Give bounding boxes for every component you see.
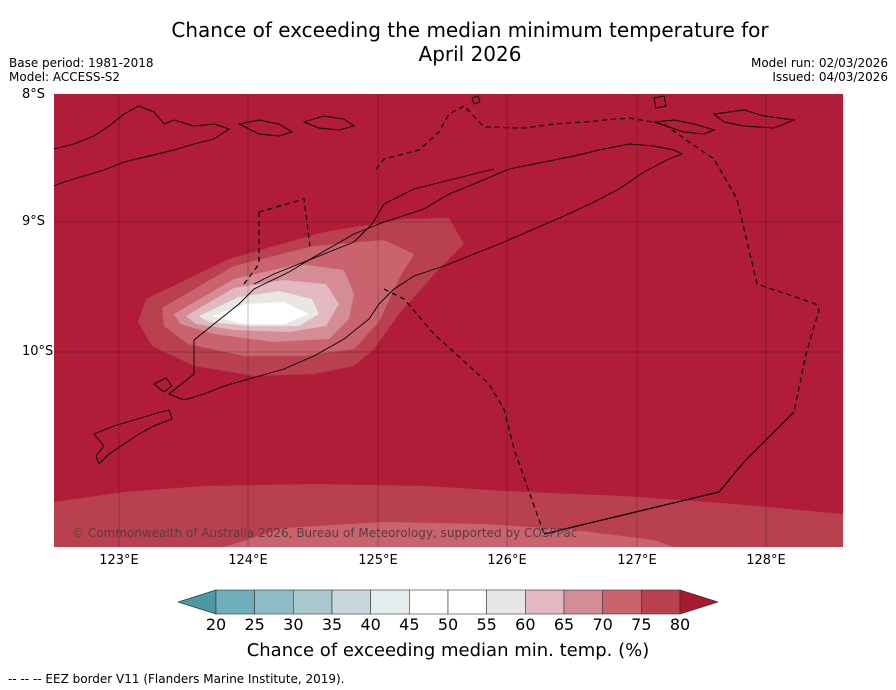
coastlines: [54, 95, 796, 465]
colorbar: [178, 589, 718, 615]
lat-label-10s: 10°S: [22, 344, 54, 359]
eez-border-main: [375, 105, 820, 413]
colorbar-over-arrow: [679, 589, 718, 615]
copyright-notice: © Commonwealth of Australia 2026, Bureau…: [72, 526, 578, 540]
timor-coast: [168, 143, 684, 401]
colorbar-cell: [486, 589, 526, 615]
small-island-2: [471, 95, 481, 105]
model-run: Model run: 02/03/2026: [750, 56, 888, 70]
colorbar-under-arrow: [178, 589, 217, 615]
lon-label-128e: 128°E: [746, 553, 786, 568]
north-islands-1: [54, 105, 231, 187]
colorbar-tick-label: 75: [631, 615, 652, 634]
colorbar-cell: [409, 589, 449, 615]
colorbar-cell: [254, 589, 294, 615]
colorbar-tick-label: 30: [283, 615, 304, 634]
colorbar-cell: [370, 589, 410, 615]
probability-contours: [54, 218, 843, 547]
small-island-1: [653, 95, 667, 109]
colorbar-tick-label: 35: [321, 615, 343, 634]
colorbar-tick-label: 50: [437, 615, 459, 634]
north-islands-2: [237, 119, 294, 137]
wetar-island: [653, 119, 716, 135]
colorbar-cell: [215, 589, 255, 615]
colorbar-cell: [641, 589, 681, 615]
colorbar-tick-label: 45: [399, 615, 420, 634]
chart-title-line2: April 2026: [418, 42, 522, 66]
colorbar-cell: [293, 589, 333, 615]
chart-title: Chance of exceeding the median minimum t…: [0, 18, 896, 66]
contour-50: [212, 302, 309, 324]
eez-footnote: -- -- -- EEZ border V11 (Flanders Marine…: [8, 672, 345, 686]
base-period: Base period: 1981-2018: [9, 56, 154, 70]
semau-island: [153, 377, 173, 393]
eez-border-south: [383, 288, 545, 535]
colorbar-cells: [178, 589, 718, 615]
contour-75: [54, 484, 843, 547]
lon-label-127e: 127°E: [617, 553, 657, 568]
colorbar-label: Chance of exceeding median min. temp. (%…: [246, 640, 650, 661]
eez-border-north: [258, 198, 311, 247]
eez-border-solid: [543, 411, 795, 535]
lon-label-123e: 123°E: [99, 553, 139, 568]
forecast-map[interactable]: [54, 94, 843, 547]
colorbar-cell: [563, 589, 603, 615]
gridlines: [54, 94, 843, 547]
contour-70: [224, 522, 674, 547]
lon-label-125e: 125°E: [358, 553, 398, 568]
colorbar-cell: [447, 589, 487, 615]
colorbar-tick-label: 60: [515, 615, 536, 634]
model-name: Model: ACCESS-S2: [9, 70, 121, 84]
rote-island: [93, 409, 173, 465]
lon-label-126e: 126°E: [487, 553, 527, 568]
colorbar-tick-label: 25: [244, 615, 265, 634]
timor-north-coast: [253, 168, 495, 285]
lat-label-9s: 9°S: [22, 214, 46, 229]
chart-title-line1: Chance of exceeding the median minimum t…: [171, 18, 769, 42]
issued-date: Issued: 04/03/2026: [772, 70, 888, 84]
colorbar-cell: [331, 589, 371, 615]
colorbar-tick-label: 80: [669, 615, 691, 634]
colorbar-tick-label: 40: [360, 615, 381, 634]
lat-label-8s: 8°S: [22, 87, 46, 102]
colorbar-tick-label: 65: [553, 615, 575, 634]
colorbar-tick-label: 70: [592, 615, 613, 634]
meta-left: Base period: 1981-2018 Model: ACCESS-S2: [9, 56, 154, 84]
eez-borders: [243, 105, 820, 535]
colorbar-cell: [602, 589, 642, 615]
lon-label-124e: 124°E: [228, 553, 268, 568]
north-islands-3: [302, 115, 356, 131]
meta-right: Model run: 02/03/2026 Issued: 04/03/2026: [751, 56, 888, 84]
colorbar-cell: [525, 589, 565, 615]
colorbar-tick-label: 55: [476, 615, 497, 634]
colorbar-tick-label: 20: [205, 615, 227, 634]
east-islands: [712, 109, 796, 129]
